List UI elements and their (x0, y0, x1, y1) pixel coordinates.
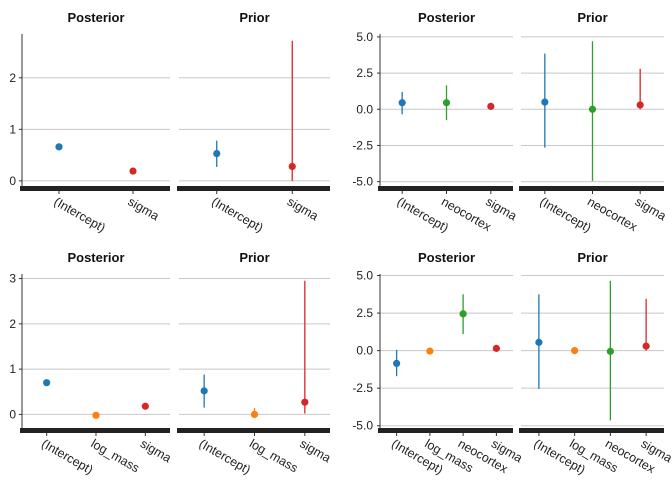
y-tick-label: 0.0 (356, 344, 373, 358)
y-tick-label: 3 (9, 272, 16, 286)
point-estimate (426, 347, 434, 355)
y-tick-label: -5.0 (352, 175, 373, 189)
y-tick-label: -2.5 (352, 138, 373, 152)
x-tick-label: (Intercept) (52, 194, 108, 235)
x-tick-label: sigma (126, 194, 162, 223)
x-tick-label: sigma (297, 436, 333, 465)
x-axis-bar (378, 428, 513, 433)
point-estimate (636, 101, 644, 109)
y-tick-label: 2 (9, 317, 16, 331)
x-tick-label: log_mass (89, 436, 142, 475)
facet-title: Posterior (67, 10, 124, 25)
facet-title: Prior (239, 250, 269, 265)
y-tick-label: 5.0 (356, 269, 373, 283)
point-estimate (571, 347, 579, 355)
point-estimate (606, 347, 614, 355)
x-axis-bar (378, 186, 513, 191)
x-tick-label: (Intercept) (209, 194, 265, 235)
point-estimate (200, 387, 208, 395)
facet-title: Posterior (418, 10, 475, 25)
point-estimate (442, 99, 451, 107)
x-axis-bar (519, 186, 664, 191)
x-tick-label: sigma (138, 436, 174, 465)
x-axis-bar (20, 428, 170, 433)
x-tick-label: (Intercept) (39, 436, 95, 477)
point-estimate (541, 98, 549, 106)
y-tick-label: 0.0 (356, 102, 373, 116)
facet-title: Prior (577, 10, 607, 25)
point-estimate (43, 379, 51, 387)
point-estimate (459, 310, 467, 318)
point-estimate (92, 411, 100, 419)
x-axis-bar (177, 428, 330, 433)
point-estimate (301, 398, 309, 406)
y-tick-label: 1 (9, 362, 16, 376)
y-tick-label: 1 (9, 122, 16, 136)
point-estimate (393, 359, 401, 367)
x-tick-label: (Intercept) (537, 194, 593, 235)
x-axis-bar (20, 186, 170, 191)
x-tick-label: neocortex (585, 194, 640, 234)
point-estimate (642, 342, 650, 350)
point-estimate (535, 338, 543, 346)
point-estimate (398, 99, 406, 107)
y-tick-label: 2.5 (356, 66, 373, 80)
facet-title: Prior (577, 250, 607, 265)
point-estimate (55, 143, 63, 151)
point-estimate (250, 410, 259, 419)
x-tick-label: (Intercept) (197, 436, 253, 477)
point-estimate (487, 102, 495, 110)
y-tick-label: 2.5 (356, 306, 373, 320)
y-tick-label: 0 (9, 174, 16, 188)
point-estimate (492, 344, 500, 352)
x-axis-bar (519, 428, 664, 433)
y-tick-label: -5.0 (352, 419, 373, 433)
x-tick-label: sigma (633, 194, 669, 223)
x-tick-label: log_mass (247, 436, 300, 475)
facet-title: Posterior (67, 250, 124, 265)
point-estimate (213, 149, 221, 158)
point-estimate (129, 167, 137, 175)
x-axis-bar (177, 186, 330, 191)
y-tick-label: -2.5 (352, 381, 373, 395)
facet-title: Posterior (418, 250, 475, 265)
y-tick-label: 0 (9, 407, 16, 421)
point-estimate (288, 162, 296, 171)
x-tick-label: sigma (285, 194, 321, 223)
point-estimate (141, 402, 149, 410)
facet-title: Prior (239, 10, 269, 25)
y-tick-label: 2 (9, 71, 16, 85)
point-estimate (588, 105, 597, 113)
y-tick-label: 5.0 (356, 30, 373, 44)
